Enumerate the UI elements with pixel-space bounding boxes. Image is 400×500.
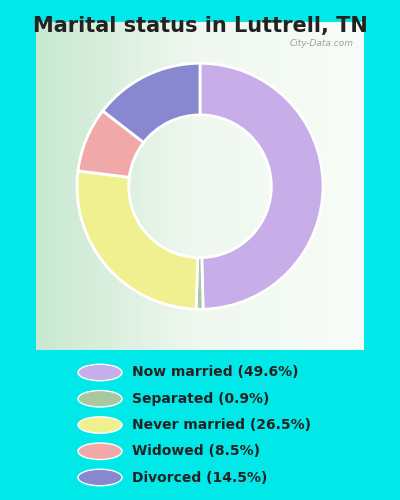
Wedge shape xyxy=(196,258,203,309)
Wedge shape xyxy=(78,111,144,178)
Circle shape xyxy=(78,469,122,486)
Circle shape xyxy=(78,417,122,433)
Text: Marital status in Luttrell, TN: Marital status in Luttrell, TN xyxy=(33,16,367,36)
Text: Never married (26.5%): Never married (26.5%) xyxy=(132,418,311,432)
Text: City-Data.com: City-Data.com xyxy=(290,39,354,48)
Wedge shape xyxy=(103,63,200,142)
Wedge shape xyxy=(200,63,323,309)
Circle shape xyxy=(78,364,122,381)
Text: Divorced (14.5%): Divorced (14.5%) xyxy=(132,470,267,484)
Text: Now married (49.6%): Now married (49.6%) xyxy=(132,366,298,380)
Circle shape xyxy=(78,443,122,460)
Text: Separated (0.9%): Separated (0.9%) xyxy=(132,392,269,406)
Wedge shape xyxy=(77,171,198,309)
Circle shape xyxy=(78,390,122,407)
Text: Widowed (8.5%): Widowed (8.5%) xyxy=(132,444,260,458)
